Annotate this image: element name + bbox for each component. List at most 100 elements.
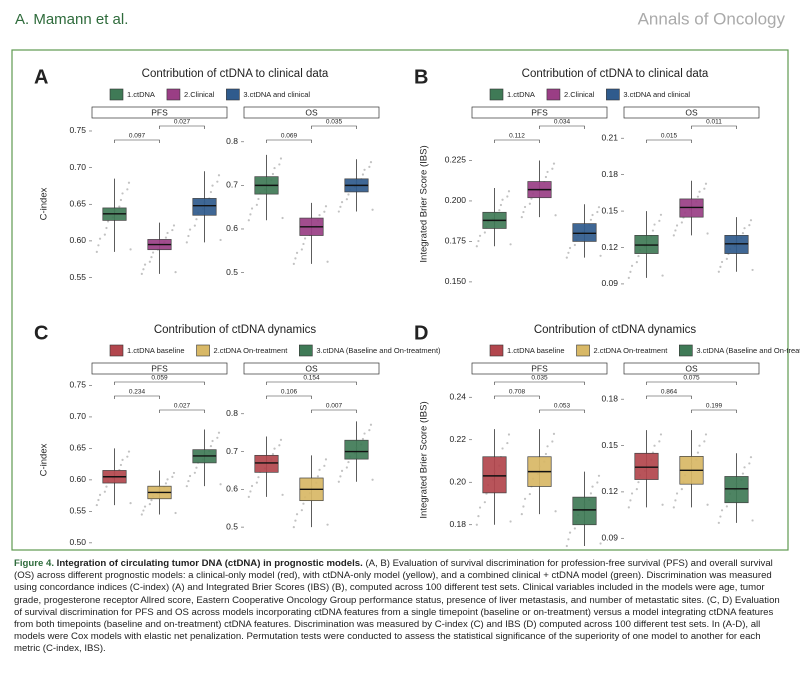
jitter-point <box>209 444 213 448</box>
jitter-point <box>273 166 276 170</box>
legend-swatch <box>196 344 210 357</box>
p-value: 0.027 <box>174 119 191 126</box>
jitter-point <box>250 207 254 210</box>
jitter-point <box>719 265 722 268</box>
comparison-bracket <box>646 139 692 143</box>
comparison-bracket <box>266 395 312 399</box>
jitter-point <box>551 440 554 443</box>
legend-swatch <box>299 344 313 357</box>
chart-title: Contribution of ctDNA dynamics <box>534 324 697 336</box>
y-tick-label: 0.18 <box>449 519 466 529</box>
jitter-point <box>551 167 554 170</box>
jitter-point <box>129 502 132 505</box>
jitter-point <box>279 438 283 441</box>
jitter-point <box>629 499 632 502</box>
jitter-point <box>635 260 638 264</box>
chart-title: Contribution of ctDNA to clinical data <box>522 68 709 80</box>
comparison-bracket <box>114 381 205 385</box>
y-tick-label: 0.55 <box>69 272 86 282</box>
jitter-point <box>368 165 371 168</box>
jitter-point <box>281 216 284 220</box>
jitter-point <box>565 544 568 548</box>
jitter-point <box>273 447 276 450</box>
p-value: 0.015 <box>661 133 678 140</box>
jitter-point <box>345 466 348 469</box>
jitter-point <box>257 197 260 201</box>
jitter-point <box>477 239 480 243</box>
jitter-point <box>129 248 132 251</box>
jitter-point <box>347 460 350 464</box>
jitter-point <box>278 163 281 166</box>
jitter-point <box>680 221 683 224</box>
y-axis-label: Integrated Brier Score (IBS) <box>419 145 430 262</box>
legend-swatch <box>546 88 561 101</box>
y-tick-label: 0.5 <box>226 521 238 531</box>
jitter-point <box>326 523 329 526</box>
comparison-bracket <box>691 409 737 413</box>
jitter-point <box>522 505 525 508</box>
jitter-point <box>475 245 478 248</box>
jitter-point <box>217 431 221 434</box>
y-tick-label: 0.6 <box>226 484 238 494</box>
jitter-point <box>717 521 720 524</box>
jitter-point <box>506 195 509 198</box>
jitter-point <box>371 208 374 211</box>
y-tick-label: 0.55 <box>69 506 86 516</box>
y-tick-label: 0.70 <box>69 411 86 421</box>
jitter-point <box>302 242 305 246</box>
jitter-point <box>596 481 599 484</box>
facet-strip <box>471 362 608 375</box>
box <box>192 198 217 216</box>
jitter-point <box>674 499 677 502</box>
jitter-point <box>295 513 299 516</box>
jitter-point <box>743 466 746 469</box>
y-tick-label: 0.20 <box>449 477 466 487</box>
facet-label: OS <box>685 107 698 117</box>
p-value: 0.007 <box>326 403 343 410</box>
jitter-point <box>337 210 340 213</box>
jitter-point <box>706 232 709 235</box>
jitter-point <box>166 478 169 481</box>
facet-strip <box>91 362 228 375</box>
y-tick-label: 0.175 <box>445 236 467 246</box>
jitter-point <box>363 168 366 171</box>
jitter-point <box>164 236 168 239</box>
jitter-point <box>216 180 219 183</box>
y-tick-label: 0.24 <box>449 392 466 402</box>
jitter-point <box>257 476 260 479</box>
jitter-point <box>127 181 131 184</box>
jitter-point <box>140 272 143 275</box>
jitter-point <box>188 474 192 478</box>
y-tick-label: 0.8 <box>226 408 238 418</box>
p-value: 0.053 <box>554 403 571 410</box>
jitter-point <box>103 233 106 236</box>
facet-strip <box>243 106 380 119</box>
caption: Figure 4. Integration of circulating tum… <box>14 558 786 656</box>
jitter-point <box>292 526 295 529</box>
jitter-point <box>255 203 258 206</box>
jitter-point <box>530 197 533 200</box>
legend-label: 3.ctDNA and clinical <box>623 90 690 99</box>
y-tick-label: 0.18 <box>601 393 618 403</box>
jitter-point <box>568 246 572 250</box>
jitter-point <box>554 214 557 217</box>
panel-letter: D <box>414 322 428 344</box>
p-value: 0.075 <box>683 375 700 382</box>
y-tick-label: 0.15 <box>601 440 618 450</box>
y-tick-label: 0.18 <box>601 169 618 179</box>
jitter-point <box>185 241 188 244</box>
p-value: 0.864 <box>661 389 678 396</box>
jitter-point <box>653 444 656 447</box>
jitter-point <box>249 213 252 216</box>
header-authors: A. Mamann et al. <box>15 11 128 28</box>
jitter-point <box>339 205 342 208</box>
y-tick-label: 0.7 <box>226 446 238 456</box>
jitter-point <box>140 513 143 516</box>
jitter-point <box>498 209 501 212</box>
jitter-point <box>318 214 321 217</box>
jitter-point <box>651 229 655 232</box>
y-tick-label: 0.09 <box>601 278 618 288</box>
jitter-point <box>659 433 663 436</box>
jitter-point <box>661 503 664 506</box>
